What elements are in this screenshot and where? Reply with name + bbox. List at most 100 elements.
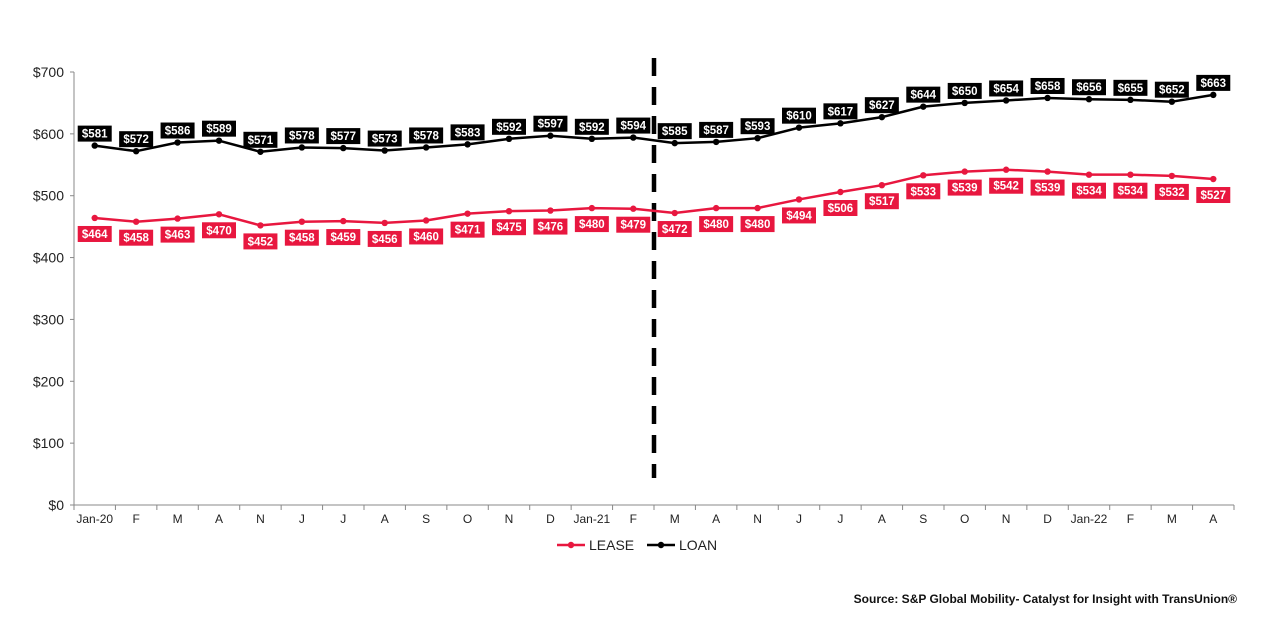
data-label-box [533,218,568,235]
data-point [671,139,678,147]
data-label: $586 [165,126,191,138]
data-label: $577 [330,131,356,143]
data-label-box [326,128,361,145]
data-label-box [989,80,1024,97]
x-tick-label: A [381,512,389,526]
data-label: $663 [1200,78,1226,90]
source-note: Source: S&P Global Mobility- Catalyst fo… [853,592,1237,606]
data-label-box [699,121,734,138]
data-label: $471 [455,225,481,237]
data-point [132,147,140,155]
data-label-box [243,131,278,148]
data-label: $656 [1076,82,1102,94]
data-point [91,142,98,149]
y-axis-ticks: $0 $100 $200 $300 $400 $500 $600 $700 [33,64,74,513]
data-label: $542 [993,181,1019,193]
data-label-box [367,130,402,147]
data-point [91,214,98,222]
data-label: $650 [952,86,978,98]
data-point [795,124,803,131]
x-tick-label: J [299,512,305,526]
x-tick-label: Jan-21 [574,512,611,526]
data-point [257,148,264,155]
data-label: $594 [620,121,646,133]
data-label-box [1030,179,1065,196]
data-label-box [740,118,775,135]
series-line [94,168,1214,227]
data-label-box [823,103,858,120]
data-point [920,172,927,179]
data-label: $654 [993,83,1019,95]
data-point [837,188,844,196]
data-label: $652 [1159,85,1185,97]
data-label-box [947,82,982,99]
data-label: $459 [330,232,356,244]
data-label: $597 [538,119,564,131]
data-label: $581 [82,129,108,141]
x-tick-label: N [753,512,762,526]
series-layer: $464 $458 $463 $470 $452 $458 $459 $456 $460 $471… [77,74,1231,250]
x-tick-label: M [173,512,183,526]
data-label-box [782,107,816,124]
data-label-box [160,122,195,139]
data-label: $460 [413,231,439,243]
x-tick-label: M [670,512,680,526]
data-label: $593 [745,121,771,133]
data-point [1002,166,1010,173]
data-label: $458 [289,233,315,245]
data-label: $534 [1118,186,1144,198]
data-label-box [492,118,526,135]
data-point [422,144,430,151]
data-label-box [574,118,609,135]
data-label-box [906,86,941,103]
data-point [1127,96,1134,104]
legend-label: LOAN [679,537,717,553]
data-point [1210,91,1217,99]
data-label-box [616,117,651,134]
data-point [1085,171,1093,178]
y-tick-label: $500 [33,188,64,204]
data-label: $589 [206,124,232,136]
x-tick-label: N [256,512,265,526]
y-tick-label: $100 [33,435,64,451]
data-label-box [782,207,816,224]
data-label-box [492,219,526,236]
data-point [257,222,264,229]
data-point [174,139,181,146]
data-point [464,141,471,148]
y-tick-label: $600 [33,126,64,142]
data-point [505,135,513,143]
data-label-box [989,177,1024,194]
data-label: $655 [1118,83,1144,95]
data-point [1127,171,1134,178]
data-label-box [657,221,692,238]
x-tick-label: D [546,512,555,526]
data-label-box [740,216,775,233]
data-label-box [1154,81,1189,98]
data-label: $532 [1159,187,1185,199]
data-label: $463 [165,230,191,242]
data-label-box [533,115,568,132]
data-label: $533 [910,186,936,198]
data-point [422,217,430,224]
x-tick-label: J [796,512,802,526]
x-tick-label: S [422,512,430,526]
data-label-box [202,222,236,239]
data-point [671,209,678,217]
data-label-box [947,179,982,196]
data-label: $517 [869,196,895,208]
data-label-box [202,120,236,137]
x-tick-label: A [1209,512,1217,526]
data-point [961,168,968,175]
data-label: $458 [123,233,149,245]
data-point [464,210,471,217]
data-point [920,103,927,110]
data-point [1168,98,1176,105]
data-label-box [243,233,278,250]
legend-item-lease: LEASE [557,537,634,553]
data-point [1044,94,1051,102]
data-label: $585 [662,126,688,138]
legend-item-loan: LOAN [647,537,717,553]
legend-label: LEASE [589,537,634,553]
